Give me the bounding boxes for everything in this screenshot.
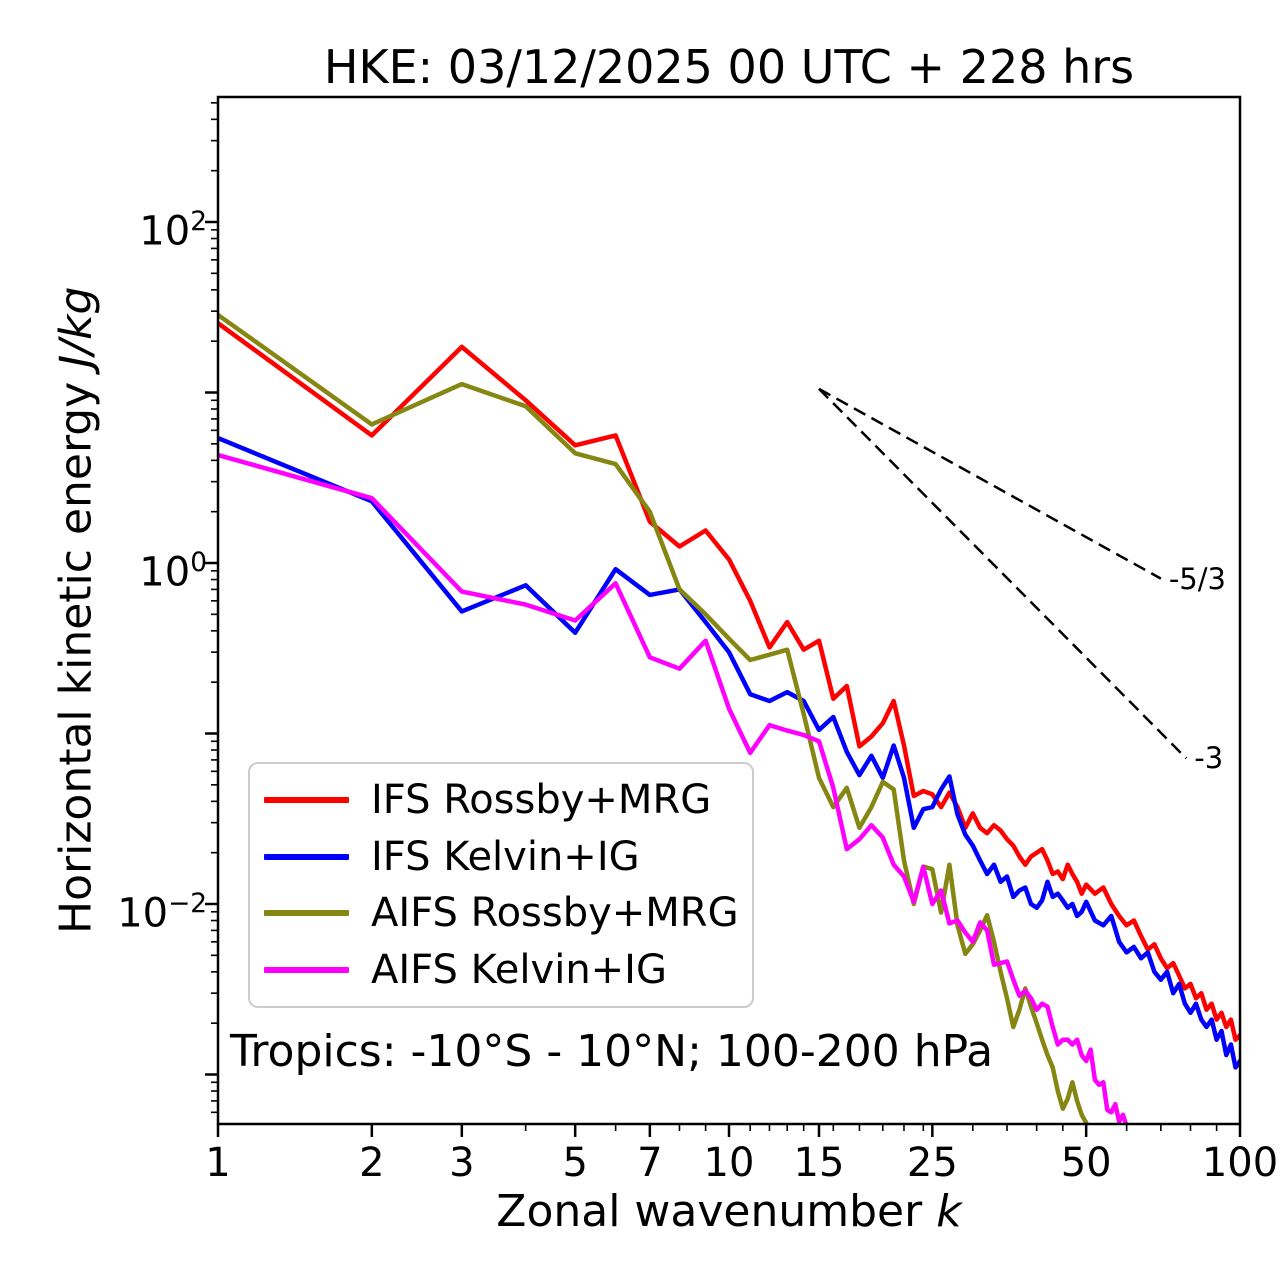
legend-line-sample xyxy=(264,853,349,860)
x-axis-label: Zonal wavenumber k xyxy=(218,1186,1240,1237)
y-axis-label: Horizontal kinetic energy J/kg xyxy=(45,97,107,1124)
x-tick-label: 15 xyxy=(793,1140,845,1186)
series-line-aifs-rossby-mrg xyxy=(218,312,1090,1124)
y-tick-label: 102 xyxy=(139,206,207,255)
legend-label: AIFS Rossby+MRG xyxy=(371,890,739,937)
region-annotation: Tropics: -10°S - 10°N; 100-200 hPa xyxy=(230,1026,994,1077)
legend-item: AIFS Kelvin+IG xyxy=(250,942,752,998)
x-tick-label: 1 xyxy=(205,1140,231,1186)
legend-line-sample xyxy=(264,966,349,973)
legend-item: IFS Kelvin+IG xyxy=(250,829,752,885)
slope-ref-line--5/3 xyxy=(818,387,1162,580)
x-tick-label: 25 xyxy=(906,1140,958,1186)
plot-frame xyxy=(216,95,1242,1126)
x-tick-label: 10 xyxy=(703,1140,755,1186)
chart-title: HKE: 03/12/2025 00 UTC + 228 hrs xyxy=(323,40,1135,94)
x-tick-label: 3 xyxy=(449,1140,475,1186)
x-tick-label: 5 xyxy=(562,1140,588,1186)
legend-line-sample xyxy=(264,910,349,917)
curves-group xyxy=(218,312,1240,1124)
y-tick-label: 100 xyxy=(139,547,207,596)
x-tick-label: 100 xyxy=(1201,1140,1279,1186)
legend-line-sample xyxy=(264,797,349,804)
x-axis-label-text: Zonal wavenumber xyxy=(496,1186,937,1237)
legend-label: IFS Kelvin+IG xyxy=(371,833,640,880)
slope-ref-label: -5/3 xyxy=(1168,561,1226,596)
series-line-aifs-kelvin-ig xyxy=(218,452,1129,1124)
slope-ref-line--3 xyxy=(818,388,1188,760)
legend-item: IFS Rossby+MRG xyxy=(250,772,752,828)
series-line-ifs-rossby-mrg xyxy=(218,320,1240,1042)
legend-label: AIFS Kelvin+IG xyxy=(371,946,667,993)
legend: IFS Rossby+MRG IFS Kelvin+IG AIFS Rossby+M… xyxy=(248,762,754,1008)
x-axis-label-var: k xyxy=(936,1186,962,1237)
x-tick-label: 7 xyxy=(637,1140,663,1186)
y-axis-label-units: J/kg xyxy=(50,286,102,368)
slope-ref-label: -3 xyxy=(1194,741,1224,776)
x-tick-label: 50 xyxy=(1060,1140,1112,1186)
legend-item: AIFS Rossby+MRG xyxy=(250,885,752,941)
series-line-ifs-kelvin-ig xyxy=(218,435,1240,1070)
legend-label: IFS Rossby+MRG xyxy=(371,777,712,824)
y-tick-label: 10−2 xyxy=(117,888,207,937)
x-tick-label: 2 xyxy=(359,1140,385,1186)
y-axis-label-text: Horizontal kinetic energy xyxy=(50,367,102,935)
